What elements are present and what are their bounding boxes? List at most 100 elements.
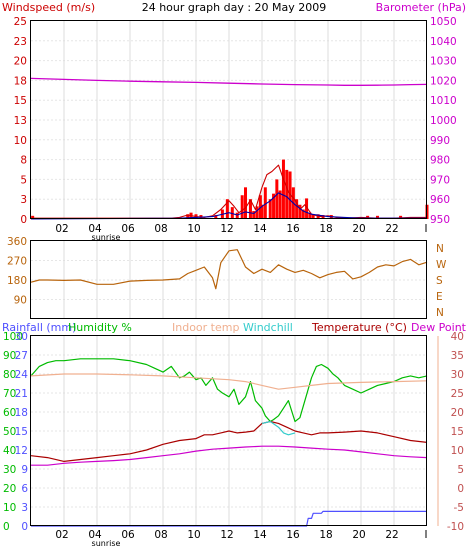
barometer-axis-title: Barometer (hPa) (376, 1, 466, 14)
humidity-tick-label: 60 (3, 407, 16, 419)
x-tick-label: 12 (220, 529, 233, 541)
gust-bar (311, 214, 315, 219)
gust-bar (31, 215, 35, 219)
gust-bar (275, 179, 279, 219)
barometer-tick-label: 1010 (430, 95, 457, 107)
sunrise-label-lower: sunrise (92, 539, 121, 548)
windspeed-tick-label: 0 (20, 214, 27, 226)
rainfall-tick-label: 27 (15, 350, 28, 362)
compass-tick-label: N (436, 243, 444, 255)
x-tick-label: 16 (286, 223, 300, 235)
page-title: 24 hour graph day : 20 May 2009 (142, 1, 327, 14)
temperature-tick-label: 0 (457, 483, 464, 495)
humidity-tick-label: 30 (3, 464, 16, 476)
humidity-tick-label: 20 (3, 483, 16, 495)
wind-baro-frame (30, 20, 427, 219)
windspeed-tick-label: 3 (20, 194, 27, 206)
gust-bar (321, 215, 325, 219)
x-tick-label: 20 (352, 223, 365, 235)
gust-bar (298, 204, 302, 219)
rainfall-tick-label: 6 (21, 483, 28, 495)
windspeed-axis-title: Windspeed (m/s) (2, 1, 95, 14)
temperature-legend: Temperature (°C) (311, 321, 407, 334)
x-tick-label: 18 (319, 529, 332, 541)
x-tick-label: 02 (55, 223, 68, 235)
dewpoint-legend: Dew Point (411, 321, 467, 334)
direction-tick-label: 90 (14, 295, 27, 307)
gust-bar (288, 171, 292, 219)
x-tick-label: 08 (154, 223, 167, 235)
gust-bar (252, 211, 256, 219)
gust-bar (186, 214, 190, 219)
x-tick-label: 08 (154, 529, 167, 541)
rainfall-tick-label: 12 (15, 445, 28, 457)
windspeed-tick-label: 18 (14, 75, 27, 87)
rainfall-legend: Rainfall (mm) (2, 321, 76, 334)
gust-bar (376, 215, 379, 219)
x-axis-upper: 02 04 06 08 10 12 14 16 18 20 22 (55, 223, 427, 235)
temperature-tick-label: 5 (457, 464, 464, 476)
barometer-tick-label: 1040 (430, 36, 457, 48)
gust-bar (305, 198, 309, 219)
barometer-tick-label: 950 (430, 214, 450, 226)
rainfall-tick-label: 18 (15, 407, 28, 419)
humidity-tick-label: 70 (3, 388, 16, 400)
temperature-tick-label: 25 (451, 388, 464, 400)
gust-bar (240, 195, 244, 219)
humidity-tick-label: 40 (3, 445, 16, 457)
x-tick-label: 10 (187, 529, 200, 541)
gust-bar (260, 204, 264, 219)
barometer-tick-label: 1000 (430, 115, 457, 127)
direction-line (30, 249, 428, 290)
direction-tick-label: 180 (7, 275, 27, 287)
humidity-tick-label: 10 (3, 502, 16, 514)
barometer-tick-label: 960 (430, 194, 450, 206)
climate-frame (30, 335, 427, 526)
gust-bar (278, 190, 282, 219)
direction-frame (30, 240, 427, 319)
rainfall-tick-label: 3 (21, 502, 28, 514)
x-tick-label: 02 (55, 529, 68, 541)
windspeed-tick-label: 20 (14, 56, 27, 68)
wind-baro-series (30, 77, 429, 220)
windchill-legend: Windchill (243, 321, 293, 334)
wind-baro-panel: Windspeed (m/s) 24 hour graph day : 20 M… (2, 1, 466, 226)
rainfall-tick-label: 30 (15, 331, 28, 343)
temperature-tick-label: 30 (451, 369, 464, 381)
gust-bar (295, 199, 299, 219)
windspeed-tick-label: 10 (14, 135, 27, 147)
compass-tick-label: W (436, 259, 447, 271)
x-axis-lower: 02 04 06 08 10 12 14 16 18 20 22 (55, 529, 427, 541)
rainfall-tick-label: 15 (15, 426, 28, 438)
windspeed-tick-label: 25 (14, 16, 27, 28)
barometer-tick-label: 1050 (430, 16, 457, 28)
windspeed-tick-label: 5 (20, 174, 27, 186)
x-tick-label: 06 (121, 529, 135, 541)
barometer-tick-label: 1020 (430, 75, 457, 87)
barometer-line (30, 77, 428, 86)
windspeed-tick-label: 23 (14, 36, 27, 48)
rainfall-tick-label: 0 (21, 521, 28, 533)
indoor-temp-legend: Indoor temp (172, 321, 239, 334)
wind-baro-tick-labels: 0 950 3 960 5 970 8 980 10 990 13 1000 15 1010 18 1020 2… (14, 16, 457, 226)
x-tick-label: 16 (286, 529, 300, 541)
windspeed-tick-label: 8 (20, 155, 27, 167)
wind-baro-gridlines (31, 21, 427, 219)
x-tick-label: 04 (88, 529, 102, 541)
indoor-line (30, 373, 428, 390)
temperature-tick-label: 15 (451, 426, 464, 438)
temperature-tick-label: 10 (451, 445, 464, 457)
x-tick-label: 18 (319, 223, 332, 235)
gust-bar (308, 212, 312, 219)
compass-tick-label: E (436, 291, 443, 303)
gust-bar (272, 193, 276, 219)
x-tick-label: 12 (220, 223, 233, 235)
gust-bar (244, 187, 247, 219)
avg_wind-line (30, 192, 427, 220)
x-tick-label: 22 (385, 529, 398, 541)
x-tick-label: 22 (385, 223, 398, 235)
temperature-tick-label: -5 (454, 502, 464, 514)
